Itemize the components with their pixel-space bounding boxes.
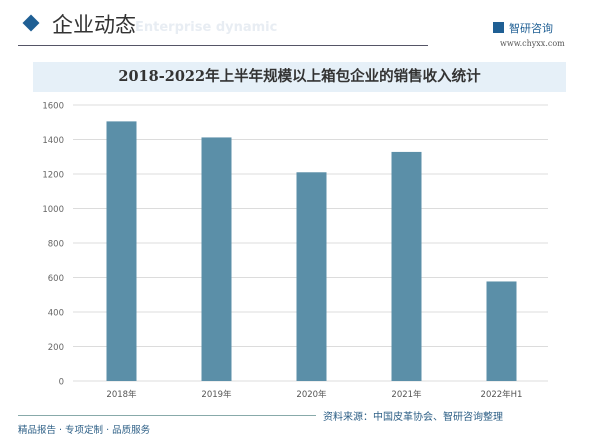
- x-tick-label: 2020年: [296, 389, 327, 400]
- brand-logo-icon: [493, 22, 504, 33]
- brand-name: 智研咨询: [509, 22, 553, 35]
- x-tick-label: 2018年: [106, 389, 137, 400]
- chart-title: 2018-2022年上半年规模以上箱包企业的销售收入统计: [33, 62, 566, 92]
- footer-divider: [18, 415, 316, 416]
- bar: [201, 137, 232, 381]
- brand-url: www.chyxx.com: [500, 39, 565, 48]
- footer-source: 资料来源：中国皮革协会、智研咨询整理: [323, 412, 503, 423]
- y-tick-label: 800: [48, 240, 64, 250]
- y-tick-label: 1400: [42, 136, 64, 146]
- x-tick-label: 2019年: [201, 389, 232, 400]
- bar: [296, 172, 327, 381]
- header-divider: [18, 45, 428, 46]
- bar: [391, 151, 422, 381]
- y-tick-label: 200: [48, 343, 64, 353]
- brand-logo: 智研咨询: [493, 20, 553, 36]
- bar: [486, 281, 517, 381]
- footer-tagline: 精品报告 · 专项定制 · 品质服务: [18, 425, 151, 436]
- y-tick-label: 1600: [42, 102, 64, 112]
- y-tick-label: 0: [59, 378, 64, 388]
- y-tick-label: 1000: [42, 205, 64, 215]
- y-tick-label: 600: [48, 274, 64, 284]
- x-tick-label: 2021年: [391, 389, 422, 400]
- bar: [106, 121, 137, 381]
- header-title: 企业动态: [52, 13, 136, 37]
- y-tick-label: 400: [48, 309, 64, 319]
- header-subtitle: Enterprise dynamic: [135, 20, 278, 35]
- y-tick-label: 1200: [42, 171, 64, 181]
- x-tick-label: 2022年H1: [481, 389, 523, 400]
